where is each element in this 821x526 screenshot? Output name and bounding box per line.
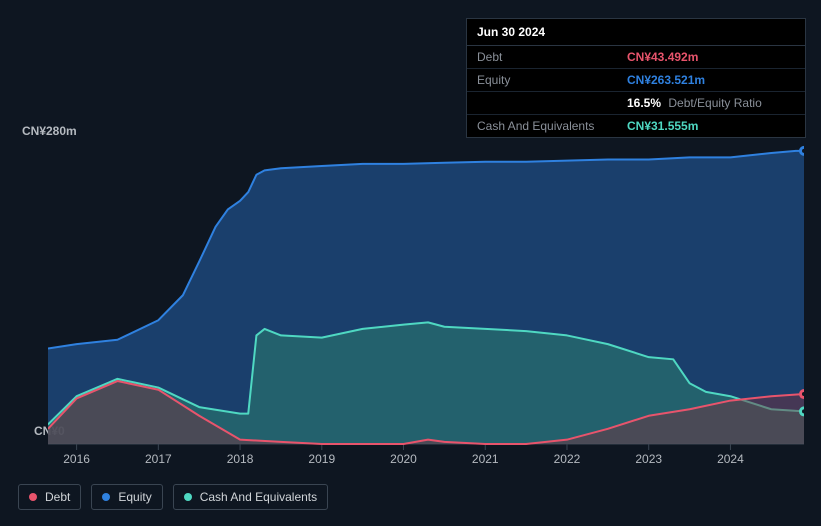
tooltip-date: Jun 30 2024 xyxy=(467,19,805,46)
chart-tooltip: Jun 30 2024 Debt CN¥43.492m Equity CN¥263.5… xyxy=(466,18,806,138)
tooltip-row-suffix: Debt/Equity Ratio xyxy=(665,96,762,110)
chart-legend: Debt Equity Cash And Equivalents xyxy=(18,484,328,510)
tooltip-row-value: CN¥263.521m xyxy=(627,73,705,87)
tooltip-row: Debt CN¥43.492m xyxy=(467,46,805,69)
x-tick-label: 2018 xyxy=(222,452,258,466)
tooltip-row: 16.5% Debt/Equity Ratio xyxy=(467,92,805,115)
legend-dot xyxy=(102,493,110,501)
legend-label: Cash And Equivalents xyxy=(200,490,317,504)
chart-svg xyxy=(48,140,804,460)
x-tick-label: 2020 xyxy=(386,452,422,466)
tooltip-row-label: Debt xyxy=(477,50,607,64)
x-tick-label: 2019 xyxy=(304,452,340,466)
tooltip-row: Cash And Equivalents CN¥31.555m xyxy=(467,115,805,137)
chart-plot-area xyxy=(48,140,804,460)
tooltip-row-value: 16.5% Debt/Equity Ratio xyxy=(627,96,762,110)
x-tick-label: 2016 xyxy=(59,452,95,466)
x-tick-label: 2022 xyxy=(549,452,585,466)
legend-item-cash[interactable]: Cash And Equivalents xyxy=(173,484,328,510)
legend-label: Debt xyxy=(45,490,70,504)
x-tick-label: 2017 xyxy=(140,452,176,466)
y-tick-label: CN¥280m xyxy=(22,124,77,138)
x-tick-label: 2021 xyxy=(467,452,503,466)
tooltip-row-label: Equity xyxy=(477,73,607,87)
legend-dot xyxy=(29,493,37,501)
legend-item-equity[interactable]: Equity xyxy=(91,484,162,510)
x-tick-label: 2023 xyxy=(631,452,667,466)
x-tick-label: 2024 xyxy=(712,452,748,466)
tooltip-row-label: Cash And Equivalents xyxy=(477,119,607,133)
tooltip-row-value: CN¥31.555m xyxy=(627,119,698,133)
legend-label: Equity xyxy=(118,490,151,504)
legend-item-debt[interactable]: Debt xyxy=(18,484,81,510)
legend-dot xyxy=(184,493,192,501)
tooltip-row-value: CN¥43.492m xyxy=(627,50,698,64)
tooltip-row: Equity CN¥263.521m xyxy=(467,69,805,92)
tooltip-row-label xyxy=(477,96,607,110)
